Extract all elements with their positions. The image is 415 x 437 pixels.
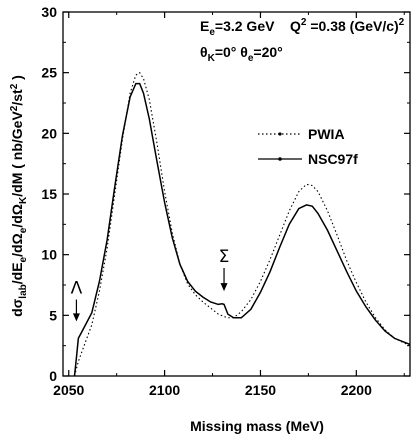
x-axis-title: Missing mass (MeV) <box>190 418 324 434</box>
y-tick-label: 15 <box>41 186 57 202</box>
series-line-pwia <box>73 71 411 377</box>
series-line-nsc97f <box>73 82 411 377</box>
x-tick-label: 2100 <box>149 382 180 398</box>
legend-label-pwia: PWIA <box>308 126 345 142</box>
y-tick-label: 25 <box>41 65 57 81</box>
q2-annotation: Q2 =0.38 (GeV/c)2 <box>290 17 405 34</box>
marker-layer: ΛΣ <box>71 247 230 322</box>
beam-energy-annotation: Ee=3.2 GeV <box>200 18 275 38</box>
x-axis-ticks: 2050 2100 2150 2200 <box>53 12 405 398</box>
marker-arrow-head <box>220 283 228 292</box>
angles-annotation: θK=0° θe=20° <box>200 44 283 64</box>
y-tick-label: 30 <box>41 4 57 20</box>
y-tick-label: 10 <box>41 247 57 263</box>
legend-entry-nsc97f: NSC97f <box>258 151 358 167</box>
legend: PWIA NSC97f <box>258 126 358 167</box>
marker-arrow-head <box>72 313 80 322</box>
x-tick-label: 2050 <box>53 382 84 398</box>
y-axis-ticks: 0 5 10 15 20 25 30 <box>41 4 410 384</box>
y-axis-title: dσlab/dEe/dΩe/dΩK/dM ( nb/GeV2/st2 ) <box>9 75 29 317</box>
plot-border <box>62 11 411 377</box>
plot-frame <box>62 11 411 377</box>
y-tick-label: 20 <box>41 125 57 141</box>
x-tick-label: 2200 <box>341 382 372 398</box>
y-tick-label: 0 <box>49 368 57 384</box>
y-tick-label: 5 <box>49 307 57 323</box>
legend-label-nsc97f: NSC97f <box>308 151 358 167</box>
legend-entry-pwia: PWIA <box>258 126 345 142</box>
marker-label: Σ <box>219 247 230 267</box>
marker-label: Λ <box>71 279 83 299</box>
x-tick-label: 2150 <box>245 382 276 398</box>
series-layer <box>73 71 411 377</box>
